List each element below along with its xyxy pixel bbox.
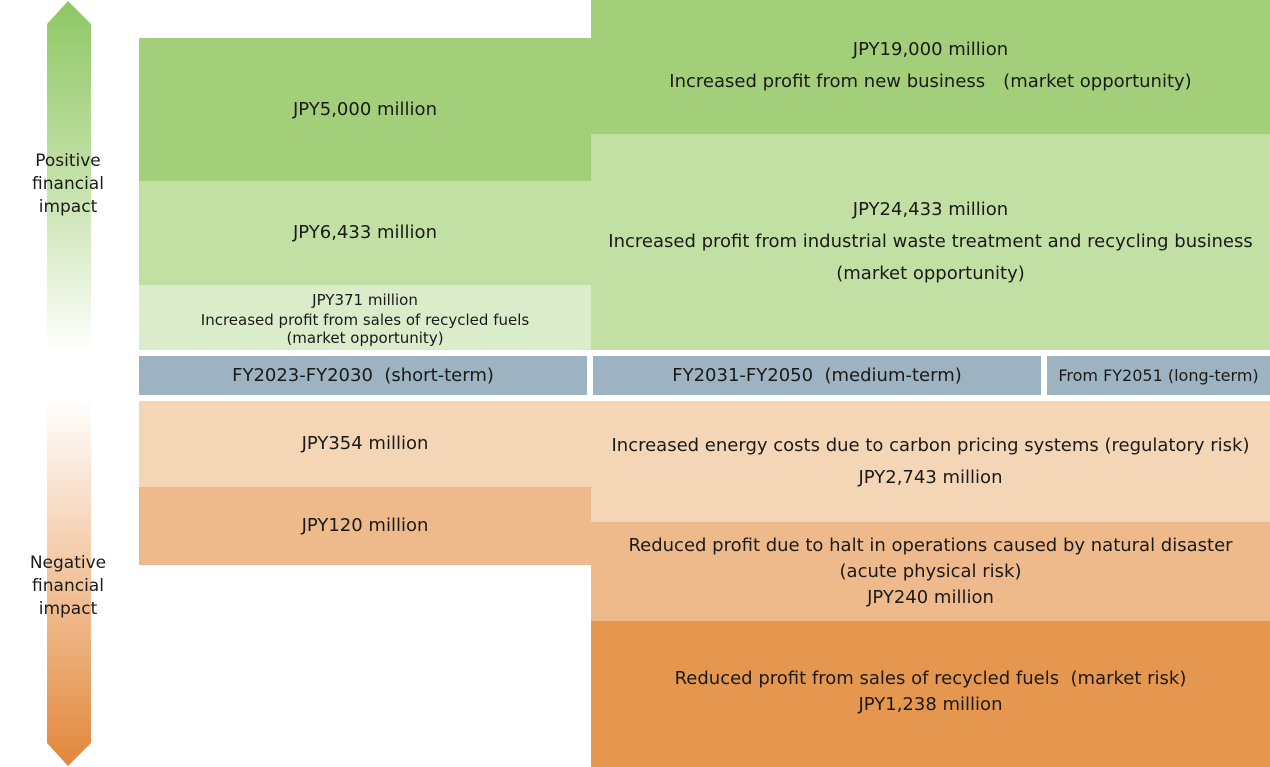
medium-disaster-amount: JPY240 million xyxy=(867,586,994,608)
short-waste-box: JPY6,433 million xyxy=(139,181,591,285)
medium-energy-amount: JPY2,743 million xyxy=(858,466,1003,488)
medium-disaster-desc: Reduced profit due to halt in operations… xyxy=(628,534,1233,556)
negative-arrow xyxy=(47,400,91,766)
medium-energy-desc: Increased energy costs due to carbon pri… xyxy=(611,434,1250,456)
short-waste-amount: JPY6,433 million xyxy=(293,222,437,243)
short-new-business-box: JPY5,000 million xyxy=(139,38,591,181)
medium-waste-tag: (market opportunity) xyxy=(836,263,1025,284)
impact-axis-arrow xyxy=(47,1,91,766)
medium-waste-box: JPY24,433 million Increased profit from … xyxy=(591,134,1270,350)
short-energy-box: JPY354 million xyxy=(139,401,591,487)
period-medium-term-label: FY2031-FY2050 (medium-term) xyxy=(672,364,962,386)
positive-arrow xyxy=(47,1,91,352)
positive-impact-label: Positive financial impact xyxy=(32,151,104,217)
medium-fuels-desc: Reduced profit from sales of recycled fu… xyxy=(674,668,1187,689)
short-new-business-amount: JPY5,000 million xyxy=(293,98,437,120)
period-medium-term: FY2031-FY2050 (medium-term) xyxy=(593,356,1041,395)
period-short-term-label: FY2023-FY2030 (short-term) xyxy=(232,364,494,386)
short-fuels-box: JPY371 million Increased profit from sal… xyxy=(139,285,591,350)
period-short-term: FY2023-FY2030 (short-term) xyxy=(139,356,587,395)
period-long-term-label: From FY2051 (long-term) xyxy=(1058,365,1259,385)
medium-disaster-tag: (acute physical risk) xyxy=(839,560,1022,582)
medium-new-business-desc: Increased profit from new business (mark… xyxy=(669,71,1192,92)
medium-new-business-box: JPY19,000 million Increased profit from … xyxy=(591,0,1270,134)
medium-fuels-amount: JPY1,238 million xyxy=(858,694,1003,715)
medium-disaster-box: Reduced profit due to halt in operations… xyxy=(591,522,1270,621)
medium-new-business-amount: JPY19,000 million xyxy=(852,39,1009,60)
short-fuels-desc: Increased profit from sales of recycled … xyxy=(200,310,530,329)
medium-fuels-box: Reduced profit from sales of recycled fu… xyxy=(591,621,1270,767)
period-long-term: From FY2051 (long-term) xyxy=(1047,356,1270,395)
short-fuels-tag: (market opportunity) xyxy=(286,328,444,347)
medium-energy-box: Increased energy costs due to carbon pri… xyxy=(591,401,1270,522)
short-fuels-amount: JPY371 million xyxy=(312,290,418,309)
short-disaster-box: JPY120 million xyxy=(139,487,591,565)
medium-waste-amount: JPY24,433 million xyxy=(852,199,1009,220)
short-disaster-amount: JPY120 million xyxy=(301,515,429,536)
negative-impact-label: Negative financial impact xyxy=(29,553,107,619)
medium-waste-desc: Increased profit from industrial waste t… xyxy=(608,231,1253,252)
short-energy-amount: JPY354 million xyxy=(301,433,429,454)
